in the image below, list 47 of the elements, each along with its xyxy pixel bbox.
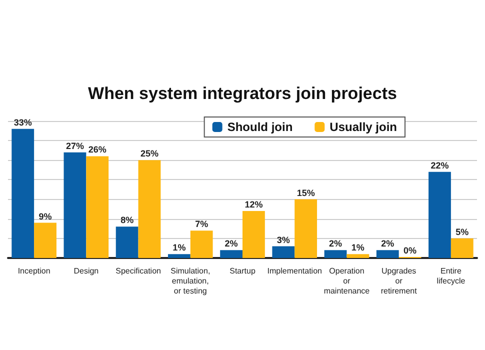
data-label: 8% [120, 215, 134, 226]
bar [220, 250, 242, 258]
x-tick-label: Specification [116, 266, 161, 276]
data-label: 9% [38, 211, 52, 222]
bar [294, 199, 318, 258]
x-tick-label: Design [74, 266, 99, 276]
bar [242, 211, 265, 258]
x-tick-label: Inception [18, 266, 50, 276]
data-label: 2% [329, 238, 342, 249]
data-label: 7% [195, 219, 208, 230]
data-label: 2% [224, 238, 238, 249]
x-tick-label: Upgrades or retirement [380, 266, 418, 296]
bar [450, 238, 474, 258]
bar [86, 156, 109, 258]
x-tick-label: Entire lifecycle [436, 266, 466, 286]
x-tick-label: Implementation [267, 266, 322, 276]
x-tick-label: Operation or maintenance [324, 266, 370, 296]
bar [272, 246, 295, 258]
bar [190, 230, 213, 258]
bar [346, 254, 370, 258]
bar [34, 222, 56, 258]
x-tick-label: Startup [230, 266, 256, 276]
bar [138, 160, 161, 258]
bar [376, 250, 399, 258]
bar [116, 226, 138, 258]
bar [64, 152, 86, 258]
data-label: 25% [140, 148, 158, 159]
legend-label: Should join [227, 120, 293, 134]
data-label: 1% [351, 242, 364, 253]
bar [324, 250, 347, 258]
data-label: 12% [244, 200, 263, 210]
x-tick-label: Simulation, emulation, or testing [170, 266, 210, 296]
bar [168, 254, 190, 258]
data-label: 3% [276, 234, 290, 245]
data-label: 33% [14, 117, 32, 128]
bar [428, 172, 451, 258]
chart-title: When system integrators join projects [88, 84, 397, 103]
bar [12, 128, 34, 258]
data-label: 26% [88, 144, 106, 155]
legend-label: Usually join [330, 120, 398, 134]
data-label: 5% [456, 226, 469, 237]
data-label: 22% [430, 160, 449, 170]
data-label: 2% [381, 238, 394, 249]
data-label: 15% [296, 188, 315, 198]
data-label: 0% [404, 246, 417, 256]
data-label: 1% [172, 242, 186, 253]
data-label: 27% [66, 140, 84, 151]
